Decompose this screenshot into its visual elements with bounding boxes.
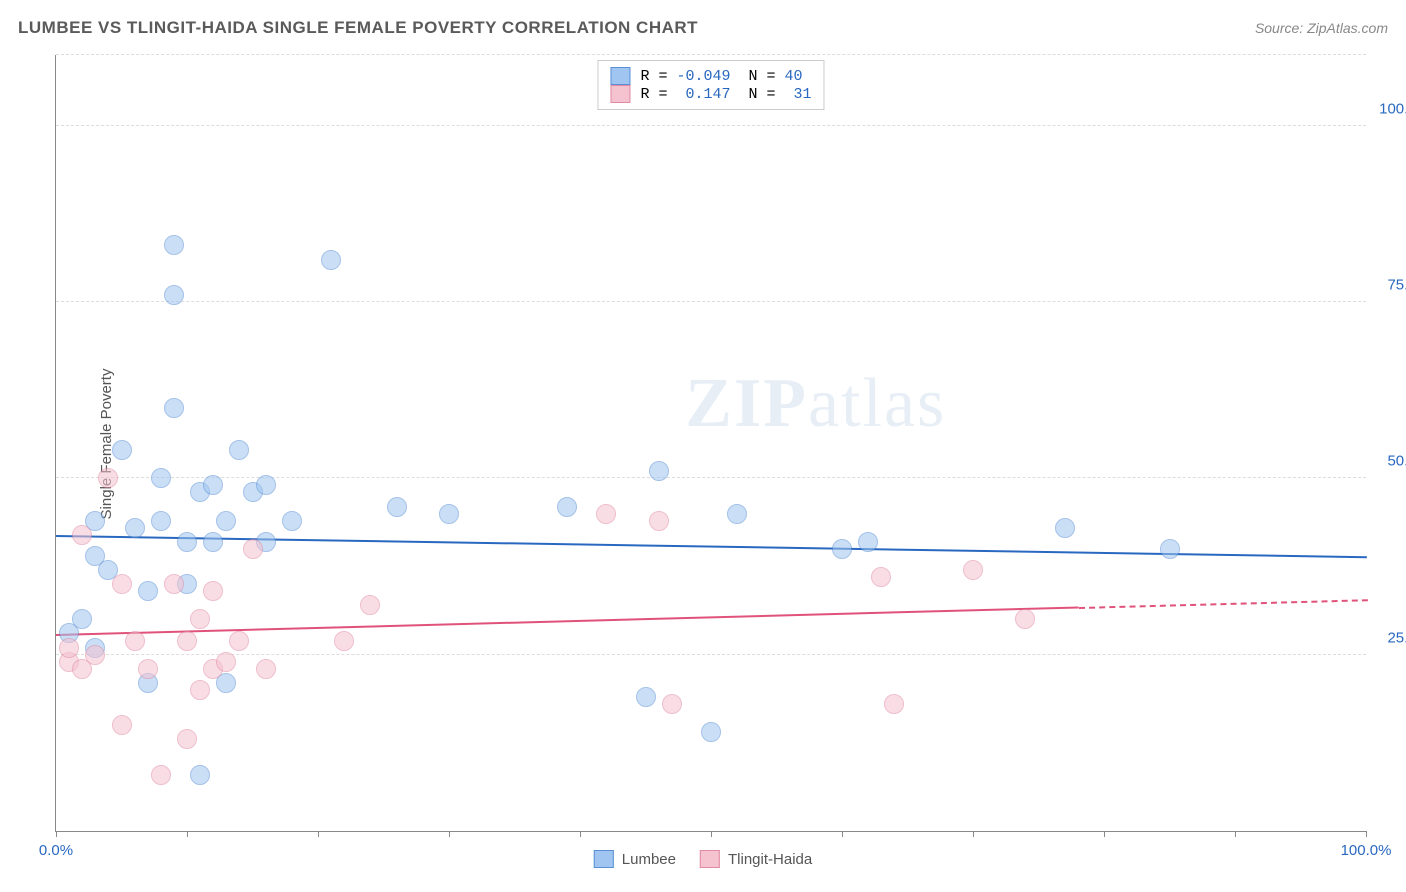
watermark: ZIPatlas	[685, 364, 946, 444]
data-point	[858, 532, 878, 552]
data-point	[203, 581, 223, 601]
y-tick-label: 50.0%	[1370, 453, 1406, 470]
legend-stats: R = -0.049 N = 40R = 0.147 N = 31	[597, 60, 824, 110]
data-point	[72, 525, 92, 545]
data-point	[360, 595, 380, 615]
x-tick	[973, 831, 974, 837]
x-tick	[187, 831, 188, 837]
x-tick	[449, 831, 450, 837]
data-point	[190, 765, 210, 785]
chart-area: Single Female Poverty ZIPatlas R = -0.04…	[55, 55, 1366, 832]
data-point	[596, 504, 616, 524]
legend-stat-row: R = -0.049 N = 40	[610, 67, 811, 85]
source-label: Source: ZipAtlas.com	[1255, 20, 1388, 36]
data-point	[177, 631, 197, 651]
data-point	[727, 504, 747, 524]
data-point	[177, 532, 197, 552]
legend-swatch	[594, 850, 614, 868]
data-point	[164, 235, 184, 255]
y-tick-label: 100.0%	[1370, 100, 1406, 117]
data-point	[649, 511, 669, 531]
data-point	[256, 659, 276, 679]
data-point	[151, 511, 171, 531]
data-point	[203, 475, 223, 495]
legend-stat-row: R = 0.147 N = 31	[610, 85, 811, 103]
data-point	[871, 567, 891, 587]
data-point	[636, 687, 656, 707]
data-point	[282, 511, 302, 531]
x-tick-label: 100.0%	[1341, 842, 1392, 859]
legend-label: Tlingit-Haida	[728, 851, 812, 868]
data-point	[439, 504, 459, 524]
x-tick	[318, 831, 319, 837]
data-point	[125, 518, 145, 538]
data-point	[387, 497, 407, 517]
x-tick	[580, 831, 581, 837]
legend-stat-text: R = -0.049 N = 40	[640, 68, 802, 85]
data-point	[216, 511, 236, 531]
data-point	[229, 631, 249, 651]
x-tick	[56, 831, 57, 837]
data-point	[72, 609, 92, 629]
gridline	[56, 125, 1366, 126]
data-point	[190, 609, 210, 629]
data-point	[112, 440, 132, 460]
data-point	[112, 715, 132, 735]
data-point	[256, 475, 276, 495]
data-point	[1160, 539, 1180, 559]
data-point	[164, 285, 184, 305]
gridline	[56, 301, 1366, 302]
legend-swatch	[610, 85, 630, 103]
data-point	[884, 694, 904, 714]
chart-title: LUMBEE VS TLINGIT-HAIDA SINGLE FEMALE PO…	[18, 18, 698, 38]
data-point	[229, 440, 249, 460]
data-point	[138, 659, 158, 679]
x-tick	[1366, 831, 1367, 837]
data-point	[243, 539, 263, 559]
gridline	[56, 54, 1366, 55]
data-point	[662, 694, 682, 714]
data-point	[203, 532, 223, 552]
legend-series: Lumbee Tlingit-Haida	[594, 850, 812, 868]
data-point	[832, 539, 852, 559]
legend-item: Tlingit-Haida	[700, 850, 812, 868]
data-point	[649, 461, 669, 481]
x-tick	[842, 831, 843, 837]
data-point	[98, 468, 118, 488]
legend-swatch	[700, 850, 720, 868]
data-point	[112, 574, 132, 594]
data-point	[963, 560, 983, 580]
trend-line	[1079, 599, 1367, 609]
data-point	[701, 722, 721, 742]
legend-label: Lumbee	[622, 851, 676, 868]
data-point	[216, 652, 236, 672]
data-point	[164, 574, 184, 594]
data-point	[151, 765, 171, 785]
data-point	[125, 631, 145, 651]
data-point	[1015, 609, 1035, 629]
data-point	[151, 468, 171, 488]
data-point	[85, 645, 105, 665]
data-point	[59, 638, 79, 658]
data-point	[1055, 518, 1075, 538]
x-tick	[1104, 831, 1105, 837]
x-tick	[1235, 831, 1236, 837]
data-point	[334, 631, 354, 651]
y-tick-label: 25.0%	[1370, 629, 1406, 646]
data-point	[138, 581, 158, 601]
data-point	[177, 729, 197, 749]
data-point	[557, 497, 577, 517]
data-point	[164, 398, 184, 418]
gridline	[56, 477, 1366, 478]
x-tick	[711, 831, 712, 837]
x-tick-label: 0.0%	[39, 842, 73, 859]
data-point	[190, 680, 210, 700]
y-tick-label: 75.0%	[1370, 276, 1406, 293]
legend-stat-text: R = 0.147 N = 31	[640, 86, 811, 103]
legend-item: Lumbee	[594, 850, 676, 868]
legend-swatch	[610, 67, 630, 85]
gridline	[56, 654, 1366, 655]
data-point	[321, 250, 341, 270]
plot-region: ZIPatlas R = -0.049 N = 40R = 0.147 N = …	[55, 55, 1366, 832]
